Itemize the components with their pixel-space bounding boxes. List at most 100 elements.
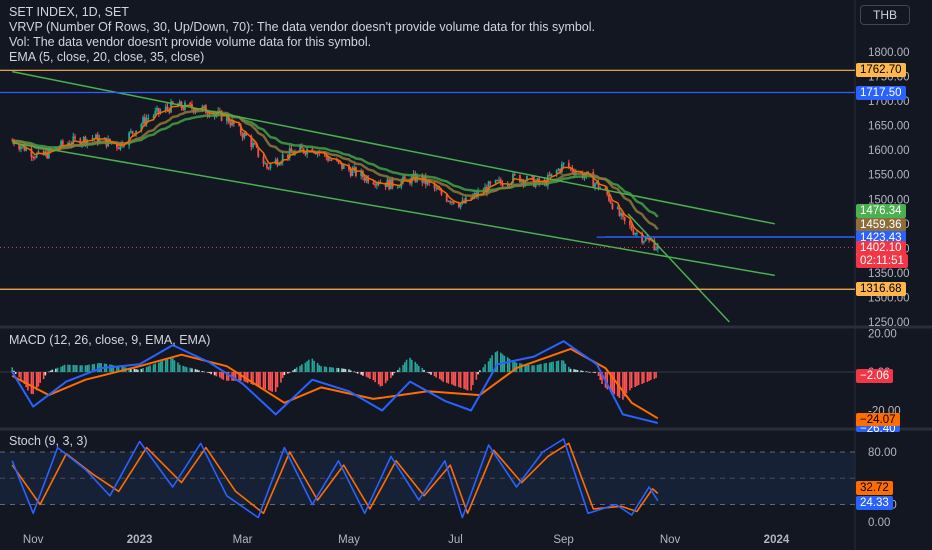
macd-histogram-bar — [318, 365, 321, 372]
macd-histogram-bar — [536, 364, 539, 372]
macd-histogram-bar — [276, 372, 279, 388]
time-axis-tick: May — [338, 534, 360, 546]
macd-histogram-bar — [430, 372, 432, 375]
macd-histogram-bar — [613, 372, 616, 395]
candle-body — [86, 139, 89, 145]
macd-histogram-bar — [171, 358, 174, 372]
macd-histogram-bar — [548, 362, 551, 372]
macd-histogram-bar — [622, 372, 624, 400]
macd-histogram-bar — [203, 371, 205, 373]
macd-histogram-bar — [506, 357, 509, 372]
candle-body — [25, 148, 28, 151]
macd-histogram-bar — [250, 372, 253, 385]
candle-body — [648, 239, 651, 241]
price-axis-tick: 1350.00 — [868, 268, 910, 280]
candle-body — [227, 115, 230, 123]
macd-histogram-bar — [35, 372, 38, 391]
macd-histogram-bar — [262, 372, 265, 389]
time-axis-tick: Nov — [23, 534, 44, 546]
candle-body — [229, 122, 232, 126]
macd-histogram-bar — [269, 372, 272, 391]
macd-histogram-bar — [149, 365, 151, 372]
candle-body — [391, 179, 394, 188]
macd-histogram-bar — [60, 366, 62, 372]
macd-histogram-bar — [545, 362, 547, 372]
macd-histogram-bar — [557, 360, 560, 372]
candle-body — [239, 125, 242, 134]
candle-body — [618, 207, 621, 216]
currency-button[interactable]: THB — [860, 5, 910, 25]
candle-body — [437, 187, 439, 190]
macd-histogram-bar — [643, 372, 645, 383]
candle-body — [526, 176, 528, 182]
candle-body — [131, 131, 134, 134]
macd-histogram-bar — [463, 372, 465, 389]
macd-histogram-bar — [440, 372, 443, 381]
vol-legend[interactable]: Vol: The data vendor doesn't provide vol… — [9, 35, 372, 49]
candle-body — [255, 144, 258, 147]
candle-body — [238, 124, 240, 126]
candle-body — [629, 220, 631, 226]
candle-body — [135, 130, 138, 135]
macd-histogram-bar — [140, 368, 143, 372]
macd-histogram-bar — [215, 372, 218, 377]
macd-histogram-bar — [423, 369, 425, 372]
candle-body — [74, 136, 76, 139]
candle-body — [61, 140, 64, 145]
macd-histogram-bar — [91, 364, 94, 372]
symbol-title[interactable]: SET INDEX, 1D, SET — [9, 5, 129, 19]
macd-histogram-bar — [623, 372, 626, 397]
macd-histogram-bar — [62, 365, 64, 372]
candle-body — [20, 146, 22, 150]
candle-body — [35, 153, 38, 158]
macd-histogram-bar — [355, 372, 357, 373]
macd-histogram-bar — [184, 366, 186, 372]
candle-body — [156, 108, 158, 112]
macd-histogram-bar — [601, 372, 603, 384]
macd-histogram-bar — [568, 366, 570, 372]
candle-body — [557, 169, 560, 171]
candle-body — [339, 162, 342, 164]
candle-body — [374, 184, 377, 186]
candle-body — [620, 213, 623, 216]
macd-value-tag: −24.07 — [856, 413, 900, 428]
macd-histogram-bar — [25, 372, 27, 388]
macd-histogram-bar — [341, 368, 343, 372]
ema-legend[interactable]: EMA (5, close, 20, close, 35, close) — [9, 50, 205, 64]
candle-body — [250, 135, 253, 147]
vrvp-legend[interactable]: VRVP (Number Of Rows, 30, Up/Down, 70): … — [9, 20, 596, 34]
candle-body — [622, 213, 624, 217]
candle-body — [330, 159, 333, 161]
macd-line — [11, 340, 659, 424]
macd-histogram-bar — [353, 371, 356, 373]
macd-histogram-bar — [159, 361, 162, 372]
macd-histogram-bar — [404, 362, 406, 372]
macd-histogram-bar — [292, 370, 294, 372]
macd-histogram-bar — [489, 358, 492, 372]
macd-histogram-bar — [609, 372, 612, 392]
candle-body — [512, 174, 514, 184]
macd-histogram-bar — [555, 361, 558, 372]
macd-histogram-bar — [170, 358, 172, 372]
candle-body — [363, 177, 366, 181]
candle-body — [243, 132, 246, 138]
price-axis-tick: 1600.00 — [868, 145, 910, 157]
candle-body — [327, 157, 329, 161]
macd-histogram-bar — [213, 372, 216, 376]
macd-histogram-bar — [634, 372, 636, 388]
macd-legend[interactable]: MACD (12, 26, close, 9, EMA, EMA) — [9, 333, 211, 347]
macd-histogram-bar — [246, 372, 249, 384]
candle-body — [164, 106, 167, 112]
price-tag: 1402.10 — [856, 241, 906, 256]
macd-histogram-bar — [164, 359, 167, 372]
candle-body — [513, 174, 516, 176]
candle-body — [414, 173, 417, 182]
candle-body — [459, 203, 462, 208]
candle-body — [33, 157, 36, 159]
macd-histogram-bar — [239, 372, 242, 381]
stoch-legend[interactable]: Stoch (9, 3, 3) — [9, 434, 88, 448]
macd-histogram-bar — [116, 365, 118, 372]
candle-body — [447, 201, 450, 203]
macd-histogram-bar — [606, 372, 609, 390]
